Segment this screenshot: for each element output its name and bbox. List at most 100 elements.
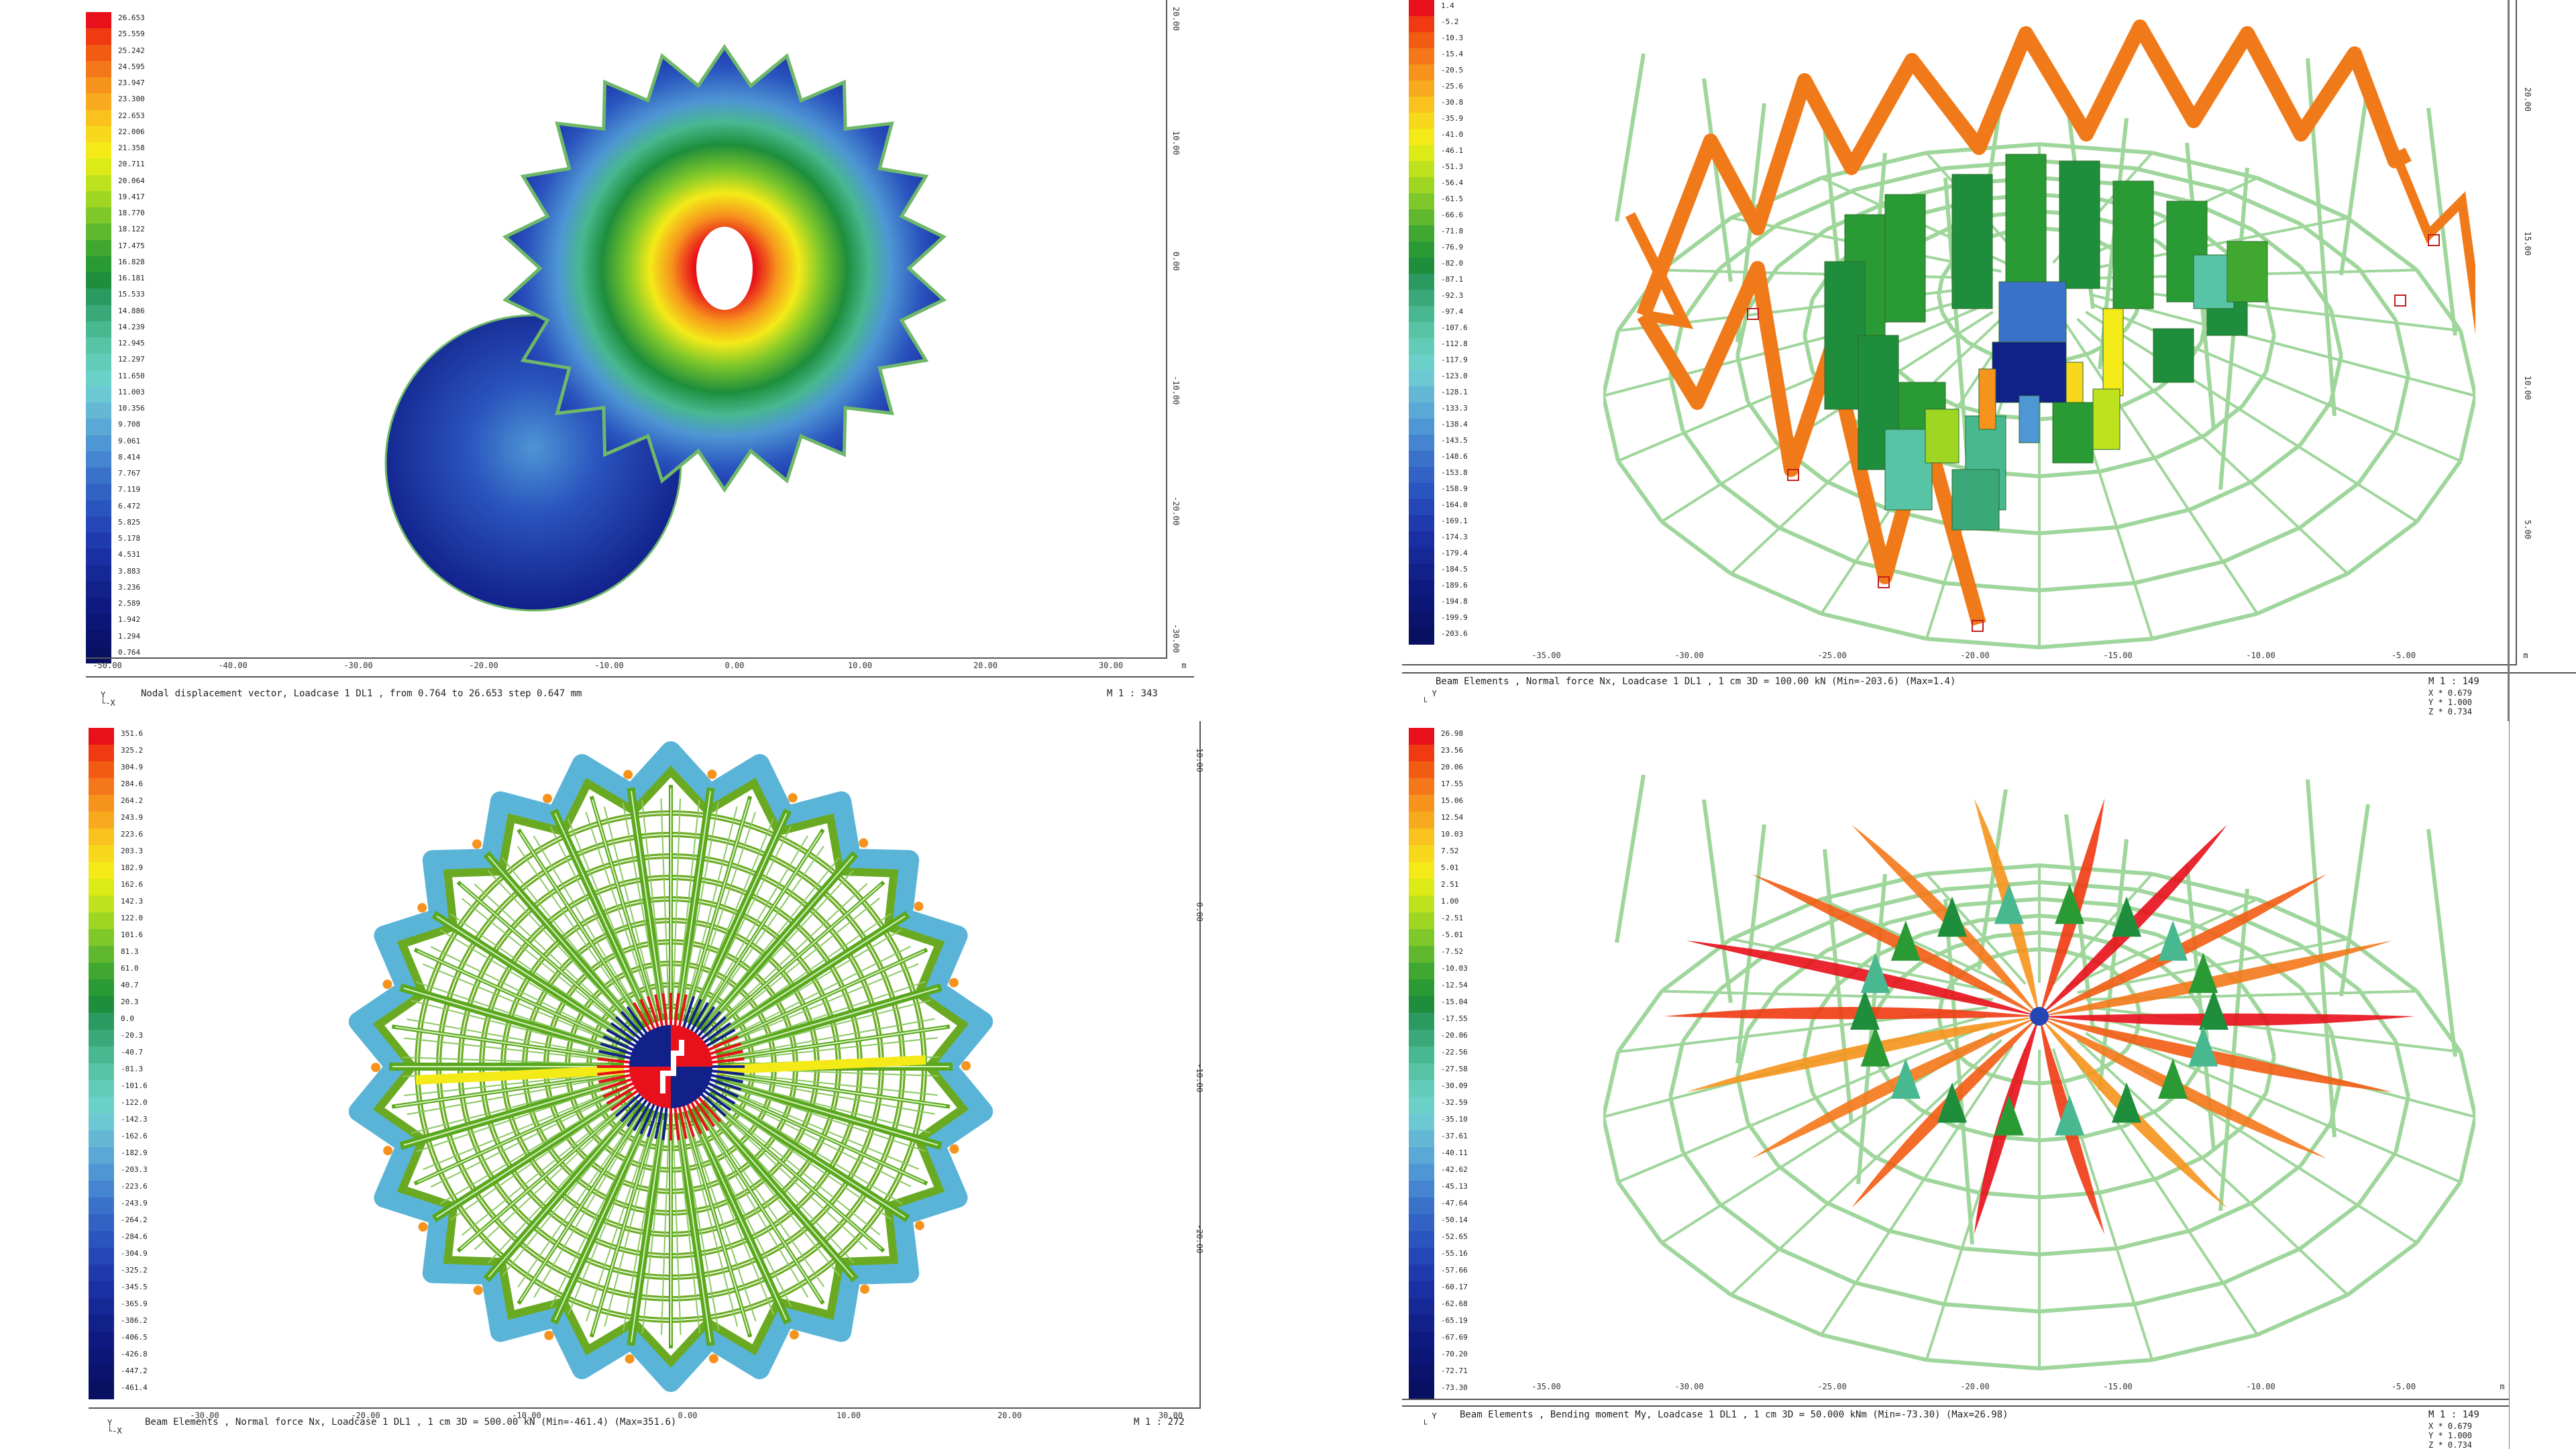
legend-label: 10.03 xyxy=(1441,830,1464,839)
plot-caption: Beam Elements , Normal force Nx, Loadcas… xyxy=(1436,676,1956,687)
legend-label: -223.6 xyxy=(121,1182,148,1191)
legend-swatch xyxy=(86,272,111,289)
legend-label: 12.297 xyxy=(118,355,145,364)
legend-swatch xyxy=(1409,612,1434,629)
legend-label: 0.764 xyxy=(118,647,141,657)
legend-label: -40.7 xyxy=(121,1048,144,1057)
legend-swatch xyxy=(1409,912,1434,930)
legend-swatch xyxy=(86,614,111,631)
x-tick-label: -20.00 xyxy=(351,1411,380,1420)
x-tick-label: -35.00 xyxy=(1532,651,1561,660)
x-tick-label: -10.00 xyxy=(594,661,624,670)
x-axis-line xyxy=(89,1407,1199,1409)
x-tick-label: -15.00 xyxy=(2103,651,2133,660)
legend-swatch xyxy=(1409,1097,1434,1114)
y-tick-label: 0.00 xyxy=(1171,252,1181,271)
legend-label: -45.13 xyxy=(1441,1182,1468,1191)
legend-swatch xyxy=(1409,1164,1434,1181)
legend-swatch xyxy=(89,1114,114,1131)
legend-label: -5.01 xyxy=(1441,930,1464,939)
caption-separator xyxy=(1402,672,2576,674)
legend-swatch xyxy=(1409,979,1434,997)
legend-label: 18.770 xyxy=(118,209,145,217)
legend-label: -70.20 xyxy=(1441,1350,1468,1358)
legend-swatch xyxy=(86,305,111,322)
legend-swatch xyxy=(86,337,111,354)
center-hole xyxy=(696,227,753,310)
legend-label: 15.533 xyxy=(118,290,145,299)
legend-label: 1.00 xyxy=(1441,897,1459,906)
legend-swatch xyxy=(1409,515,1434,532)
legend-swatch xyxy=(86,565,111,582)
legend-label: -101.6 xyxy=(121,1081,148,1090)
legend-swatch xyxy=(1409,499,1434,516)
legend-label: -12.54 xyxy=(1441,981,1468,989)
legend-swatch xyxy=(1409,32,1434,49)
legend-label: 142.3 xyxy=(121,897,144,906)
x-tick-label: -10.00 xyxy=(512,1411,541,1420)
legend-label: 203.3 xyxy=(121,847,144,855)
legend-swatch xyxy=(89,1315,114,1332)
legend-label: -20.3 xyxy=(121,1031,144,1040)
legend-swatch xyxy=(89,979,114,997)
x-tick-label: 20.00 xyxy=(997,1411,1022,1420)
legend-swatch xyxy=(1409,419,1434,435)
legend-swatch xyxy=(89,963,114,980)
legend-label: -71.8 xyxy=(1441,227,1464,235)
legend-label: -189.6 xyxy=(1441,581,1468,590)
legend-swatch xyxy=(1409,1130,1434,1148)
legend-label: -182.9 xyxy=(121,1148,148,1157)
legend-swatch xyxy=(86,77,111,94)
x-tick-label: -20.00 xyxy=(469,661,498,670)
legend-swatch xyxy=(86,174,111,192)
axis-orientation-icon: Y └ xyxy=(1422,1411,1437,1429)
legend-swatch xyxy=(89,1348,114,1366)
legend-swatch xyxy=(89,1013,114,1030)
legend-label: 14.239 xyxy=(118,322,145,331)
legend-swatch xyxy=(89,1248,114,1265)
legend-label: 1.294 xyxy=(118,631,141,641)
legend-label: -10.3 xyxy=(1441,34,1464,42)
legend-label: -52.65 xyxy=(1441,1232,1468,1241)
legend-label: 182.9 xyxy=(121,863,144,872)
legend-swatch xyxy=(89,879,114,896)
legend-swatch xyxy=(1409,322,1434,339)
legend-label: -142.3 xyxy=(121,1115,148,1124)
legend-label: -62.68 xyxy=(1441,1299,1468,1308)
view-coordinates: X * 0.679 Y * 1.000 Z * 0.734 xyxy=(2428,688,2473,716)
legend-label: 24.595 xyxy=(118,62,145,71)
legend-label: -56.4 xyxy=(1441,178,1464,187)
legend-label: 16.181 xyxy=(118,274,145,282)
legend-swatch xyxy=(1409,177,1434,194)
legend-label: 5.178 xyxy=(118,534,141,543)
legend-label: 264.2 xyxy=(121,796,144,805)
legend-swatch xyxy=(86,598,111,614)
legend-swatch xyxy=(1409,16,1434,33)
plot-scale: M 1 : 149 xyxy=(2428,1409,2479,1420)
axis-orientation-icon: Y └-X xyxy=(101,690,115,708)
y-tick-label: 10.00 xyxy=(1195,748,1204,773)
plot-scale: M 1 : 343 xyxy=(1107,688,1158,699)
legend-swatch xyxy=(1409,483,1434,500)
x-tick-label: m xyxy=(2523,651,2528,660)
legend-swatch xyxy=(89,1298,114,1316)
y-axis-line xyxy=(2516,0,2517,665)
legend-label: -40.11 xyxy=(1441,1148,1468,1157)
legend-label: 4.531 xyxy=(118,550,141,559)
legend-label: -162.6 xyxy=(121,1132,148,1140)
legend-label: 61.0 xyxy=(121,964,139,973)
legend-swatch xyxy=(1409,946,1434,963)
legend-swatch xyxy=(89,946,114,963)
legend-swatch xyxy=(89,996,114,1014)
y-tick-label: -20.00 xyxy=(1171,496,1181,526)
truss-structure-normal-force xyxy=(1603,19,2475,649)
legend-swatch xyxy=(1409,1315,1434,1332)
x-tick-label: -30.00 xyxy=(190,1411,219,1420)
legend-swatch xyxy=(1409,193,1434,210)
legend-label: -25.6 xyxy=(1441,82,1464,91)
x-tick-label: m xyxy=(1181,661,1187,670)
legend-swatch xyxy=(1409,129,1434,146)
legend-label: -345.5 xyxy=(121,1283,148,1291)
legend-label: -50.14 xyxy=(1441,1216,1468,1224)
legend-label: -107.6 xyxy=(1441,323,1468,332)
